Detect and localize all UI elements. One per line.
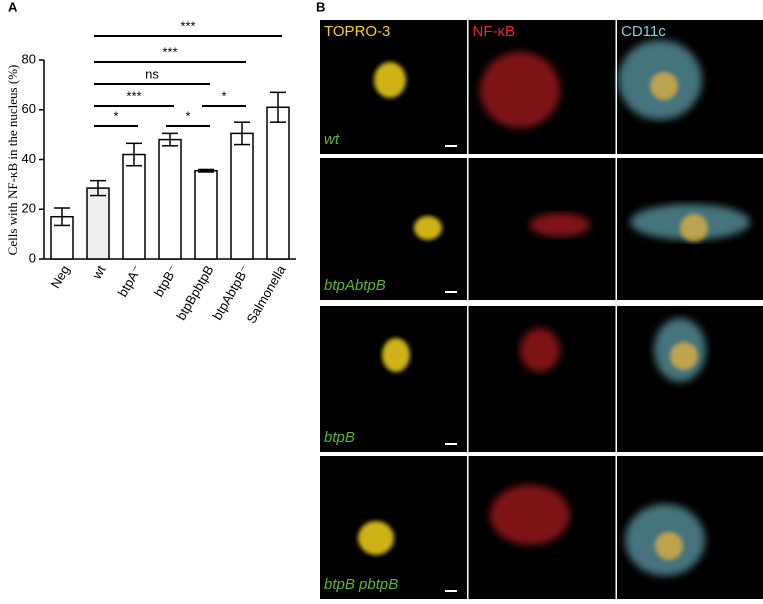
bar	[158, 138, 182, 260]
bar	[194, 169, 218, 260]
cell-signal	[530, 213, 590, 237]
x-tick-label: Neg	[48, 263, 73, 291]
significance-label: *	[221, 88, 226, 103]
cell-signal	[520, 328, 560, 372]
nucleus-overlay	[680, 214, 708, 242]
significance-label: ***	[162, 44, 177, 59]
y-tick-label: 0	[29, 250, 36, 265]
row-label: btpB pbtpB	[324, 576, 398, 593]
significance-label: *	[113, 108, 118, 123]
bar	[266, 106, 290, 260]
bar	[86, 187, 110, 260]
x-tick-label: wt	[89, 262, 109, 282]
x-tick-label: btpA⁻	[115, 263, 145, 300]
significance-label: ns	[145, 66, 159, 81]
nucleus-overlay	[655, 532, 683, 560]
row-label: btpB	[324, 429, 355, 446]
panel-label: B	[316, 0, 325, 14]
column-label: TOPRO-3	[324, 23, 390, 40]
micrograph	[320, 158, 467, 300]
significance-label: ***	[180, 18, 195, 33]
cell-signal	[382, 338, 410, 372]
cell-signal	[490, 485, 570, 545]
cell-signal	[480, 52, 560, 128]
column-label: CD11c	[621, 23, 666, 40]
panel-label: A	[8, 0, 18, 14]
microscopy-panel: wt btpAbtpB btpB btpB pbtpB TOPRO-3 NF-κB CD11…	[320, 20, 763, 599]
y-tick-label: 60	[22, 101, 36, 116]
column-label: NF-κB	[473, 23, 516, 40]
micrograph	[320, 456, 467, 599]
y-tick-label: 20	[22, 201, 36, 216]
y-tick-label: 40	[22, 151, 36, 166]
y-tick-label: 80	[22, 51, 36, 66]
bar	[230, 132, 254, 260]
row-label: wt	[324, 131, 340, 148]
x-tick-label: btpB⁻	[151, 263, 181, 300]
y-axis-label: Cells with NF-κB in the nucleus (%)	[5, 65, 20, 256]
row-label: btpAbtpB	[324, 277, 386, 294]
cell-signal	[374, 62, 406, 98]
cell-signal	[358, 521, 394, 555]
nucleus-overlay	[670, 342, 698, 370]
significance-label: ***	[126, 88, 141, 103]
micrograph	[468, 306, 616, 452]
significance-label: *	[185, 108, 190, 123]
cell-signal	[414, 216, 442, 240]
nucleus-overlay	[650, 72, 678, 100]
micrograph	[320, 306, 467, 452]
bar	[122, 153, 146, 260]
